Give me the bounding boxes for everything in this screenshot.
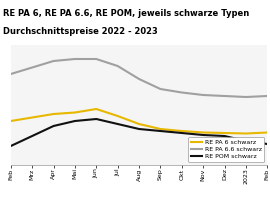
Text: Durchschnittspreise 2022 - 2023: Durchschnittspreise 2022 - 2023 — [3, 27, 158, 36]
Text: © 2023 Kunststoff Information, Bad Homburg - www.kiweb.de: © 2023 Kunststoff Information, Bad Hombu… — [3, 190, 166, 196]
Text: RE PA 6, RE PA 6.6, RE POM, jeweils schwarze Typen: RE PA 6, RE PA 6.6, RE POM, jeweils schw… — [3, 9, 249, 18]
Legend: RE PA 6 schwarz, RE PA 6.6 schwarz, RE POM schwarz: RE PA 6 schwarz, RE PA 6.6 schwarz, RE P… — [188, 137, 264, 162]
